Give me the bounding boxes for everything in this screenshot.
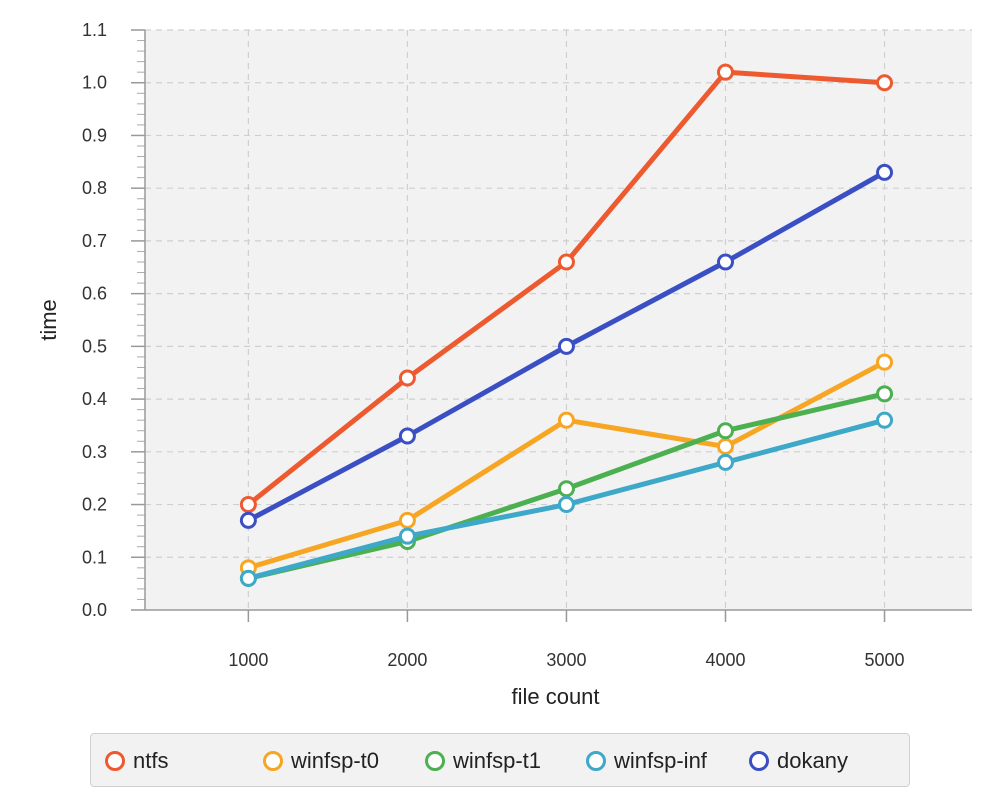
legend-item-winfsp-t0[interactable]: winfsp-t0 [263,734,379,788]
y-tick-label: 1.1 [82,20,107,40]
chart-svg: 0.0 0.1 0.2 0.3 0.4 0.5 0.6 0.7 0.8 0.9 1.0 1.1 1000… [36,20,972,709]
legend-item-winfsp-inf[interactable]: winfsp-inf [586,734,707,788]
x-axis-title: file count [511,684,599,709]
legend-marker-winfsp-t1 [425,751,445,771]
x-tick-label: 3000 [546,650,586,670]
data-point-ntfs[interactable] [876,74,894,92]
y-axis-title: time [36,299,61,341]
legend-label-ntfs: ntfs [133,748,169,773]
data-point-winfsp-inf[interactable] [716,453,734,471]
plot-area [145,30,972,610]
x-tick-label: 4000 [705,650,745,670]
axes: 0.0 0.1 0.2 0.3 0.4 0.5 0.6 0.7 0.8 0.9 1.0 1.1 1000… [82,20,972,670]
data-point-winfsp-t0[interactable] [876,353,894,371]
series-layer [239,63,894,587]
data-point-winfsp-t1[interactable] [876,385,894,403]
y-tick-label: 0.1 [82,547,107,567]
data-point-dokany[interactable] [239,511,257,529]
data-point-winfsp-t1[interactable] [716,422,734,440]
data-point-ntfs[interactable] [557,253,575,271]
data-point-winfsp-t0[interactable] [716,438,734,456]
legend-item-ntfs[interactable]: ntfs [105,734,168,788]
y-tick-label: 0.5 [82,336,107,356]
x-tick-label: 2000 [387,650,427,670]
data-point-winfsp-inf[interactable] [239,569,257,587]
y-tick-label: 0.3 [82,442,107,462]
legend-marker-dokany [749,751,769,771]
legend-label-winfsp-inf: winfsp-inf [614,748,707,773]
data-point-ntfs[interactable] [716,63,734,81]
y-tick-label: 0.0 [82,600,107,620]
y-tick-label: 0.2 [82,495,107,515]
legend-marker-ntfs [105,751,125,771]
y-tick-label: 0.6 [82,284,107,304]
x-tick-label: 5000 [865,650,905,670]
data-point-winfsp-t0[interactable] [398,511,416,529]
series-dokany [239,163,894,529]
legend-item-dokany[interactable]: dokany [749,734,848,788]
grid [145,29,972,610]
legend-label-winfsp-t0: winfsp-t0 [291,748,380,773]
y-tick-label: 1.0 [82,73,107,93]
y-tick-label: 0.9 [82,125,107,145]
data-point-dokany[interactable] [876,163,894,181]
y-tick-label: 0.8 [82,178,107,198]
legend-marker-winfsp-t0 [263,751,283,771]
data-point-winfsp-inf[interactable] [398,527,416,545]
data-point-winfsp-t0[interactable] [557,411,575,429]
y-tick-label: 0.4 [82,389,107,409]
data-point-winfsp-inf[interactable] [557,496,575,514]
y-tick-label: 0.7 [82,231,107,251]
data-point-winfsp-t1[interactable] [557,480,575,498]
legend-label-winfsp-t1: winfsp-t1 [453,748,542,773]
data-point-winfsp-inf[interactable] [876,411,894,429]
legend-label-dokany: dokany [777,748,848,773]
series-ntfs [239,63,894,514]
data-point-dokany[interactable] [716,253,734,271]
x-tick-label: 1000 [228,650,268,670]
data-point-dokany[interactable] [398,427,416,445]
data-point-ntfs[interactable] [398,369,416,387]
legend: ntfs winfsp-t0 winfsp-t1 winfsp-inf doka… [90,733,910,787]
data-point-ntfs[interactable] [239,496,257,514]
legend-marker-winfsp-inf [586,751,606,771]
series-winfsp-inf [239,411,894,587]
data-point-dokany[interactable] [557,337,575,355]
legend-item-winfsp-t1[interactable]: winfsp-t1 [425,734,541,788]
